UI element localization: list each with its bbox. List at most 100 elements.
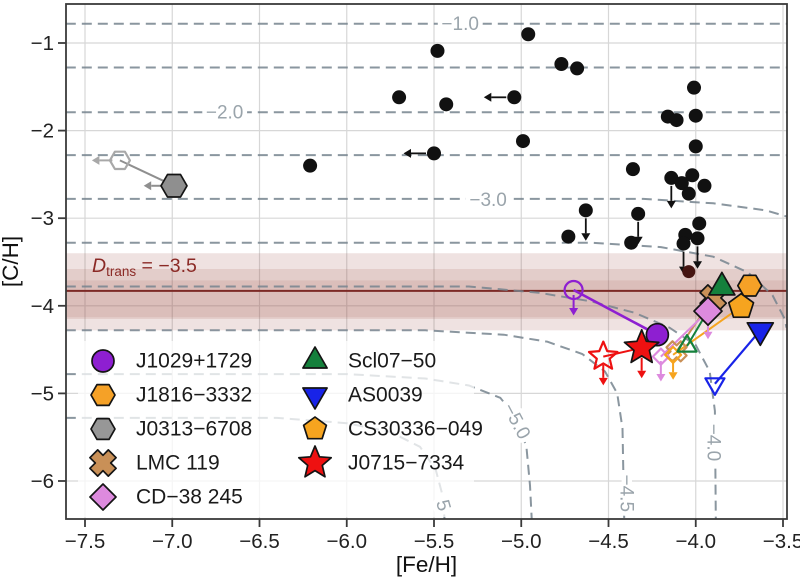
dtrans-label: Dtrans = −3.5 xyxy=(92,255,197,279)
legend-label: CS30336−049 xyxy=(348,418,483,441)
y-tick-label: −3 xyxy=(31,207,54,230)
legend-item: J0715−7334 xyxy=(297,445,465,478)
series-marker-open xyxy=(563,279,584,301)
legend-label: AS0039 xyxy=(348,384,423,407)
series-marker xyxy=(623,328,660,364)
literature-point xyxy=(690,231,705,246)
x-tick-label: −7.0 xyxy=(152,530,192,553)
literature-point xyxy=(692,216,707,231)
literature-point xyxy=(427,146,441,161)
y-axis-label: [C/H] xyxy=(0,236,23,287)
series-marker xyxy=(736,274,763,297)
literature-point xyxy=(688,108,703,123)
literature-point xyxy=(688,139,703,154)
series-marker-open xyxy=(676,334,698,353)
series-marker xyxy=(693,296,723,326)
literature-point xyxy=(697,178,712,193)
legend-item: CS30336−049 xyxy=(302,416,483,441)
upper-limit-arrow xyxy=(581,218,591,241)
series-marker xyxy=(645,322,670,347)
literature-point xyxy=(521,27,536,42)
y-tick-label: −1 xyxy=(31,32,54,55)
x-axis-label: [Fe/H] xyxy=(396,552,457,577)
x-tick-label: −5.5 xyxy=(414,530,454,553)
literature-point xyxy=(631,206,646,221)
y-tick-label: −4 xyxy=(31,295,54,318)
literature-point xyxy=(676,236,691,251)
literature-point xyxy=(674,176,689,191)
literature-point xyxy=(515,134,530,149)
axes: −7.5 −7.0 −6.5 −6.0 −5.5 −5.0 −4.5 −4.0 −3.5 −1 −2… xyxy=(0,3,800,577)
upper-limit-arrow xyxy=(693,246,702,269)
literature-point xyxy=(570,61,585,76)
literature-point xyxy=(625,162,640,177)
hexagon-icon xyxy=(90,383,116,407)
series-marker-open xyxy=(587,340,619,370)
literature-point xyxy=(507,90,522,105)
legend-item: J1816−3332 xyxy=(90,383,252,407)
series-marker xyxy=(708,271,736,296)
legend-label: Scl07−50 xyxy=(348,350,436,373)
hexagon-icon xyxy=(90,417,116,441)
upper-limit-arrow xyxy=(666,185,676,209)
legend-item: J1029+1729 xyxy=(91,349,252,373)
legend-label: J0313−6708 xyxy=(136,418,252,441)
dtrans-band-layer xyxy=(66,269,787,319)
y-tick-label: −5 xyxy=(31,382,54,405)
contour-label: −3.0 xyxy=(469,190,507,211)
contour-line xyxy=(66,241,787,328)
legend-item: CD−38 245 xyxy=(89,483,243,511)
literature-point xyxy=(430,43,445,58)
series-markers xyxy=(91,150,775,396)
literature-point xyxy=(439,97,454,112)
upper-limit-arrow xyxy=(637,357,647,379)
upper-limit-arrow xyxy=(403,148,426,158)
upper-limit-arrow xyxy=(569,294,579,316)
x-tick-label: −5.0 xyxy=(501,530,541,553)
series-marker-open xyxy=(108,150,131,171)
contour-line xyxy=(66,197,787,218)
series-line xyxy=(572,288,658,336)
literature-point xyxy=(554,57,569,72)
legend-item: Scl07−50 xyxy=(302,346,436,373)
series-marker xyxy=(160,173,188,198)
literature-point xyxy=(392,90,407,105)
legend-backdrop xyxy=(78,341,474,517)
literature-point xyxy=(681,186,696,201)
series-marker xyxy=(727,292,755,319)
x-tick-label: −7.5 xyxy=(65,530,105,553)
contour-label: −2.0 xyxy=(206,103,244,124)
legend-label: J1029+1729 xyxy=(136,350,252,373)
literature-points xyxy=(303,27,712,275)
legend-item: LMC 119 xyxy=(89,449,220,477)
pentagon-icon xyxy=(302,416,328,440)
literature-point xyxy=(669,113,684,128)
legend-item: AS0039 xyxy=(302,384,423,410)
series-marker xyxy=(746,321,775,347)
contour-line xyxy=(66,329,626,519)
diamond-icon xyxy=(89,483,117,511)
x-tick-label: −4.5 xyxy=(588,530,628,553)
legend: J1029+1729 J1816−3332 J0313−6708 LMC 119 CD−… xyxy=(89,346,483,511)
x-tick-label: −4.0 xyxy=(676,530,716,553)
plot-border xyxy=(65,3,788,520)
x-tick-label: −3.5 xyxy=(763,530,800,553)
legend-item: J0313−6708 xyxy=(90,417,252,441)
upper-limit-arrow xyxy=(483,92,507,102)
legend-label: J1816−3332 xyxy=(136,384,252,407)
triangle-down-icon xyxy=(302,387,328,410)
literature-point xyxy=(303,158,318,173)
upper-limit-arrow xyxy=(598,364,608,386)
y-tick-label: −2 xyxy=(31,120,54,143)
x-tick-label: −6.5 xyxy=(239,530,279,553)
literature-point xyxy=(624,235,639,250)
literature-point xyxy=(685,168,700,183)
literature-point xyxy=(664,170,679,185)
y-tick-label: −6 xyxy=(31,470,54,493)
series-marker-open xyxy=(704,377,726,396)
contour-label: −1.0 xyxy=(441,14,479,35)
legend-label: J0715−7334 xyxy=(348,452,465,475)
